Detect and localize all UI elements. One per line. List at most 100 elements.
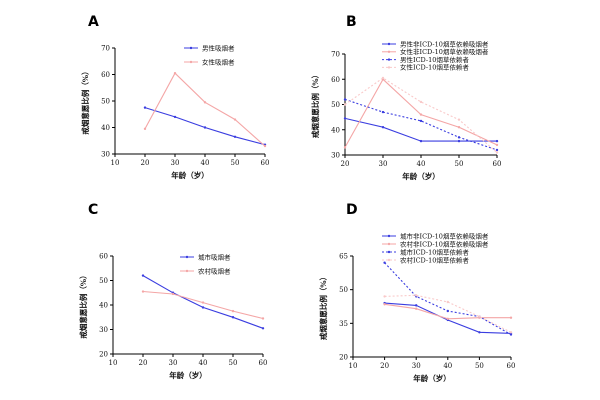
legend-label: 农村非ICD-10烟草依赖吸烟者: [400, 239, 489, 248]
y-axis-label: 戒烟意愿比例（%）: [318, 273, 328, 340]
y-tick-label: 50: [101, 98, 110, 106]
legend-label: 女性吸烟者: [202, 57, 235, 66]
x-tick-label: 60: [261, 159, 270, 167]
data-point: [201, 306, 205, 309]
x-tick-label: 20: [341, 160, 350, 168]
data-point: [381, 126, 385, 129]
legend-marker: [387, 50, 391, 53]
x-tick-label: 10: [349, 362, 358, 370]
y-axis-label: 戒烟意愿比例（%）: [310, 71, 320, 138]
data-point: [143, 106, 147, 109]
y-axis-label: 戒烟意愿比例（%）: [80, 67, 90, 134]
data-point: [381, 76, 385, 80]
x-tick-label: 50: [455, 160, 464, 168]
legend-label: 农村ICD-10烟草依赖者: [400, 255, 469, 264]
data-point: [231, 316, 235, 319]
data-point: [495, 143, 499, 147]
data-point: [457, 139, 461, 143]
y-axis-label: 戒烟意愿比例（%）: [78, 271, 88, 338]
y-tick-label: 60: [101, 71, 110, 79]
legend-label: 男性吸烟者: [202, 43, 235, 52]
y-tick-label: 50: [99, 277, 108, 285]
legend-label: 城市ICD-10烟草依赖者: [400, 247, 469, 256]
data-point: [171, 292, 175, 296]
series-line-2: [142, 290, 264, 320]
y-tick-label: 70: [331, 51, 340, 59]
series-line-4: [344, 77, 498, 153]
y-tick-label: 60: [331, 76, 340, 84]
data-point: [203, 101, 207, 104]
data-point: [383, 295, 386, 298]
y-tick-label: 70: [101, 45, 110, 53]
data-point: [419, 139, 423, 143]
legend-marker: [387, 242, 391, 246]
legend-label: 男性ICD-10烟草依赖者: [400, 55, 469, 64]
data-point: [343, 98, 347, 101]
data-point: [457, 118, 461, 121]
data-point: [263, 144, 267, 148]
x-tick-label: 50: [475, 362, 484, 370]
data-point: [478, 331, 481, 334]
data-point: [478, 315, 481, 318]
data-point: [233, 118, 237, 121]
data-point: [419, 100, 423, 104]
legend-marker: [189, 60, 193, 64]
y-tick-label: 30: [99, 326, 108, 334]
x-axis-label: 年龄（岁）: [413, 373, 451, 383]
data-point: [419, 113, 423, 116]
data-point: [261, 317, 265, 320]
legend-label: 城市非ICD-10烟草依赖吸烟者: [400, 231, 489, 240]
data-point: [509, 333, 513, 336]
x-tick-label: 10: [111, 159, 120, 167]
legend-marker: [185, 269, 189, 273]
y-tick-label: 40: [99, 302, 108, 310]
y-tick-label: 60: [99, 253, 108, 261]
x-tick-label: 40: [417, 160, 426, 168]
legend-marker: [387, 258, 391, 262]
panel-label: A: [88, 14, 99, 30]
x-tick-label: 50: [229, 359, 238, 367]
y-tick-label: 20: [339, 354, 348, 362]
legend-label: 女性ICD-10烟草依赖者: [400, 63, 469, 72]
data-point: [509, 331, 513, 334]
x-tick-label: 20: [141, 159, 150, 167]
x-tick-label: 10: [109, 359, 118, 367]
x-tick-label: 30: [171, 159, 180, 167]
legend-label: 男性非ICD-10烟草依赖吸烟者: [400, 39, 489, 48]
legend-marker: [185, 255, 189, 259]
legend-marker: [189, 46, 193, 50]
legend-label: 女性非ICD-10烟草依赖吸烟者: [400, 47, 489, 56]
data-point: [446, 317, 449, 321]
y-tick-label: 40: [101, 124, 110, 132]
x-tick-label: 30: [412, 362, 421, 370]
series-line-2: [344, 78, 498, 148]
series-line-4: [384, 294, 512, 333]
legend-label: 农村吸烟者: [198, 266, 231, 275]
x-tick-label: 60: [493, 160, 502, 168]
series-line-3: [344, 98, 498, 151]
data-point: [415, 294, 418, 297]
legend-marker: [387, 42, 391, 46]
series-line-1: [144, 107, 266, 146]
data-point: [143, 127, 147, 131]
data-point: [495, 148, 499, 152]
y-tick-label: 30: [101, 151, 110, 159]
data-point: [419, 119, 423, 123]
x-axis-label: 年龄（岁）: [169, 370, 207, 380]
data-point: [415, 304, 418, 307]
data-point: [173, 71, 177, 75]
data-point: [381, 110, 385, 114]
y-tick-label: 50: [331, 101, 340, 109]
series-line-2: [144, 72, 266, 147]
legend-marker: [387, 250, 391, 254]
data-point: [343, 146, 347, 149]
data-point: [446, 300, 449, 304]
x-tick-label: 40: [199, 359, 208, 367]
series-line-3: [384, 262, 512, 336]
data-point: [383, 261, 386, 264]
data-point: [261, 327, 265, 330]
y-tick-label: 65: [339, 253, 348, 261]
legend-marker: [387, 66, 391, 69]
